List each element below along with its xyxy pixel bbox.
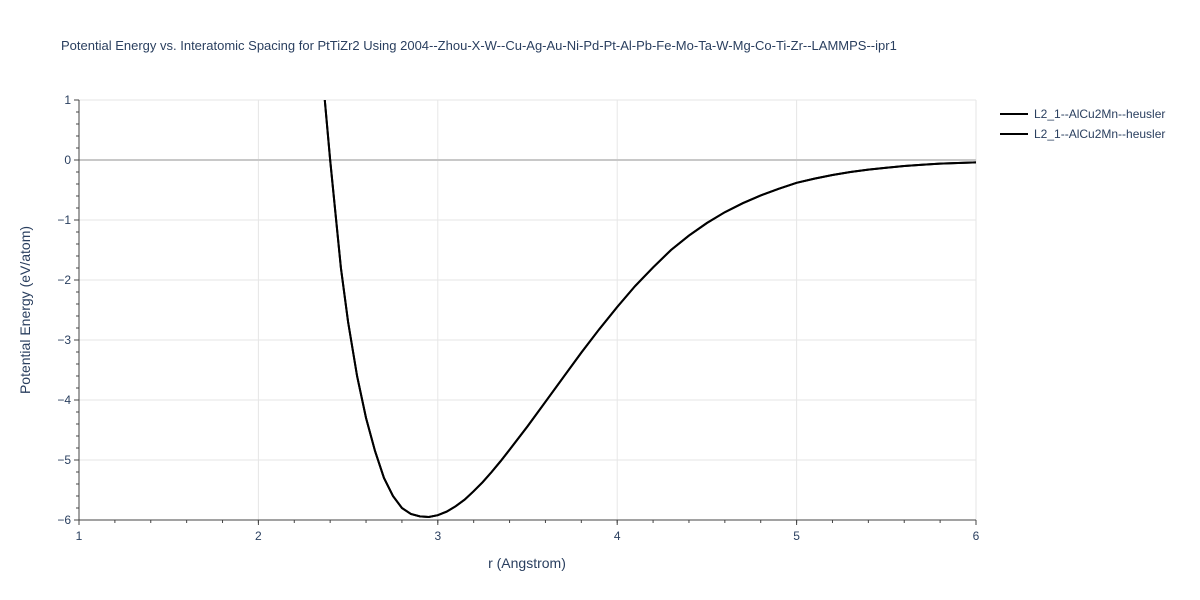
series-line-2	[323, 100, 976, 519]
chart-title: Potential Energy vs. Interatomic Spacing…	[61, 38, 897, 53]
legend-label: L2_1--AlCu2Mn--heusler	[1034, 127, 1165, 141]
x-tick-label: 5	[793, 529, 800, 543]
axis-layer: 1 2 3 4 5 6 1 0 −1 −2 −3 −4 −5 −6	[57, 93, 979, 543]
y-tick-label: −6	[57, 513, 71, 527]
legend-item[interactable]: L2_1--AlCu2Mn--heusler	[1000, 107, 1165, 121]
x-tick-label: 6	[973, 529, 980, 543]
x-tick-label: 4	[614, 529, 621, 543]
y-axis-title: Potential Energy (eV/atom)	[17, 226, 33, 394]
y-tick-label: −4	[57, 393, 71, 407]
series-line-1	[323, 100, 976, 519]
x-axis-title: r (Angstrom)	[488, 555, 566, 571]
y-tick-label: 1	[64, 93, 71, 107]
series-layer	[323, 100, 976, 519]
y-tick-label: 0	[64, 153, 71, 167]
y-tick-label: −1	[57, 213, 71, 227]
legend-item[interactable]: L2_1--AlCu2Mn--heusler	[1000, 127, 1165, 141]
x-tick-label: 2	[255, 529, 262, 543]
legend-label: L2_1--AlCu2Mn--heusler	[1034, 107, 1165, 121]
y-tick-label: −5	[57, 453, 71, 467]
y-tick-label: −3	[57, 333, 71, 347]
y-tick-label: −2	[57, 273, 71, 287]
legend: L2_1--AlCu2Mn--heusler L2_1--AlCu2Mn--heu…	[1000, 107, 1165, 141]
grid-layer	[79, 99, 977, 520]
x-tick-label: 1	[76, 529, 83, 543]
x-tick-label: 3	[434, 529, 441, 543]
